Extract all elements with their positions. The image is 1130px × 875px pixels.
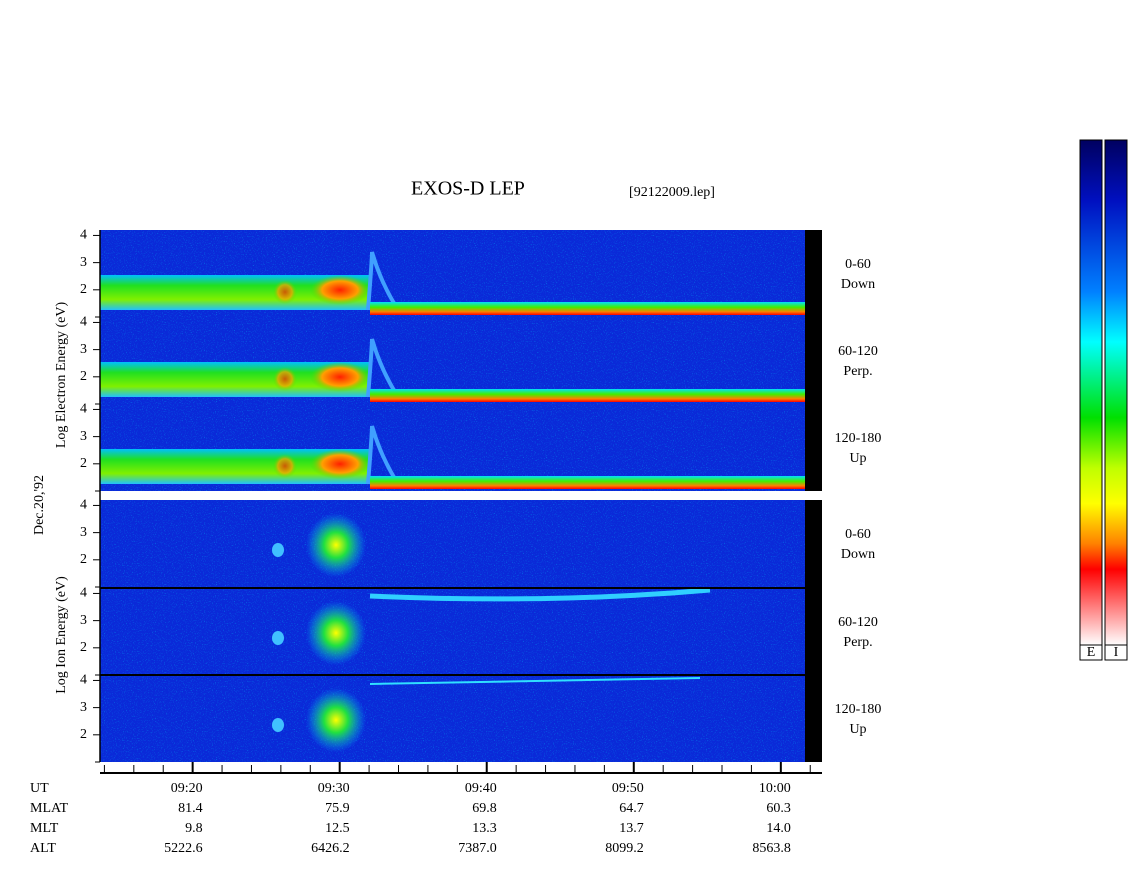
spectrogram xyxy=(100,230,805,317)
pitch-angle-range: 0-60 xyxy=(845,257,871,272)
pitch-direction: Up xyxy=(849,722,866,737)
x-tick-label: 10:00 xyxy=(759,781,791,796)
y-tick-label: 4 xyxy=(80,315,87,330)
spectrogram xyxy=(100,500,805,587)
y-tick-label: 4 xyxy=(80,586,87,601)
colorbar-label-box xyxy=(1079,644,1103,661)
row-label: ALT xyxy=(30,841,56,856)
ephemeris-value: 60.3 xyxy=(766,801,791,816)
ephemeris-value: 6426.2 xyxy=(311,841,350,856)
ephemeris-value: 13.3 xyxy=(472,821,497,836)
colorbar-label-box xyxy=(1104,644,1128,661)
y-tick-label: 4 xyxy=(80,228,87,243)
data-gap xyxy=(805,230,822,491)
y-tick-label: 2 xyxy=(80,727,87,742)
colorbar-label: I xyxy=(1114,645,1119,660)
date-label: Dec.20,'92 xyxy=(32,475,47,535)
pitch-direction: Perp. xyxy=(843,364,872,379)
ion-streak xyxy=(369,587,711,602)
y-tick-label: 2 xyxy=(80,369,87,384)
pitch-direction: Up xyxy=(849,451,866,466)
row-label: MLT xyxy=(30,821,59,836)
ephemeris-value: 75.9 xyxy=(325,801,350,816)
pitch-angle-range: 60-120 xyxy=(838,615,878,630)
y-tick-label: 4 xyxy=(80,673,87,688)
x-tick-label: 09:30 xyxy=(318,781,350,796)
colorbar xyxy=(1104,139,1128,646)
spectrogram xyxy=(100,675,805,762)
data-gap xyxy=(805,500,822,762)
row-label: MLAT xyxy=(30,801,69,816)
y-tick-label: 4 xyxy=(80,498,87,513)
y-tick-label: 2 xyxy=(80,282,87,297)
ephemeris-value: 14.0 xyxy=(766,821,791,836)
file-name: [92122009.lep] xyxy=(629,185,715,200)
ephemeris-value: 13.7 xyxy=(619,821,644,836)
x-tick-label: 09:40 xyxy=(465,781,497,796)
y-tick-label: 3 xyxy=(80,342,87,357)
ephemeris-value: 9.8 xyxy=(185,821,203,836)
y-tick-label: 2 xyxy=(80,640,87,655)
colorbar xyxy=(1079,139,1103,646)
ephemeris-value: 12.5 xyxy=(325,821,350,836)
y-tick-label: 3 xyxy=(80,613,87,628)
pitch-angle-range: 0-60 xyxy=(845,527,871,542)
x-tick-label: 09:20 xyxy=(171,781,203,796)
ion-streak xyxy=(369,677,701,685)
pitch-angle-range: 60-120 xyxy=(838,344,878,359)
spectrogram xyxy=(100,404,805,491)
pitch-direction: Down xyxy=(841,277,875,292)
colorbar-label: E xyxy=(1087,645,1096,660)
pitch-direction: Down xyxy=(841,547,875,562)
ephemeris-value: 5222.6 xyxy=(164,841,203,856)
title: EXOS-D LEP xyxy=(411,178,525,200)
row-label: UT xyxy=(30,781,49,796)
ephemeris-value: 8099.2 xyxy=(605,841,644,856)
x-tick-label: 09:50 xyxy=(612,781,644,796)
ephemeris-value: 81.4 xyxy=(178,801,203,816)
y-tick-label: 3 xyxy=(80,429,87,444)
y-tick-label: 4 xyxy=(80,402,87,417)
pitch-angle-range: 120-180 xyxy=(835,702,882,717)
pitch-direction: Perp. xyxy=(843,635,872,650)
y-axis-label: Log Ion Energy (eV) xyxy=(54,576,69,694)
y-tick-label: 2 xyxy=(80,552,87,567)
ephemeris-value: 64.7 xyxy=(619,801,644,816)
spectrogram xyxy=(100,317,805,404)
y-tick-label: 3 xyxy=(80,700,87,715)
ephemeris-value: 69.8 xyxy=(472,801,497,816)
ephemeris-value: 7387.0 xyxy=(458,841,497,856)
y-tick-label: 3 xyxy=(80,255,87,270)
ephemeris-value: 8563.8 xyxy=(752,841,791,856)
y-axis-label: Log Electron Energy (eV) xyxy=(54,302,69,449)
y-tick-label: 2 xyxy=(80,456,87,471)
y-tick-label: 3 xyxy=(80,525,87,540)
spectrogram xyxy=(100,588,805,675)
pitch-angle-range: 120-180 xyxy=(835,431,882,446)
